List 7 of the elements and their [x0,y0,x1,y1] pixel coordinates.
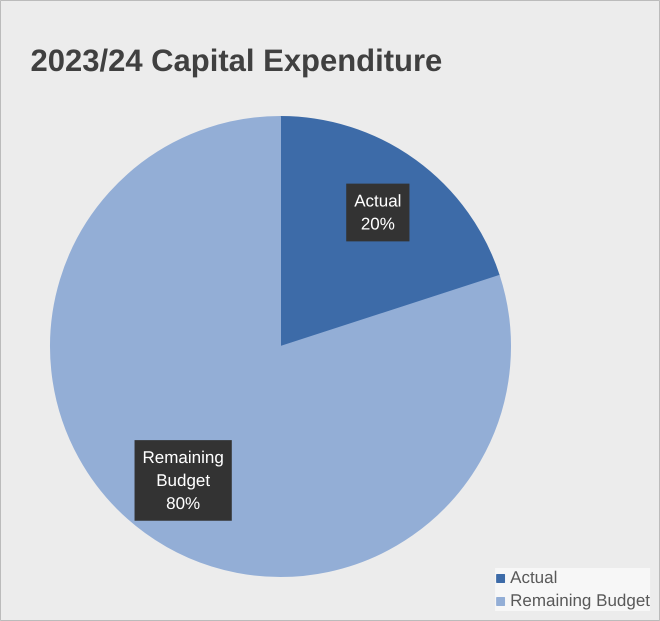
legend-label: Remaining Budget [510,591,650,611]
slice-label: Actual [354,192,402,211]
data-label: 20% [360,214,395,234]
chart-title: 2023/24 Capital Expenditure [30,43,442,78]
slice-label: Remaining Budget [142,448,224,490]
data-label: 80% [166,494,200,513]
legend-label: Actual [510,568,558,588]
